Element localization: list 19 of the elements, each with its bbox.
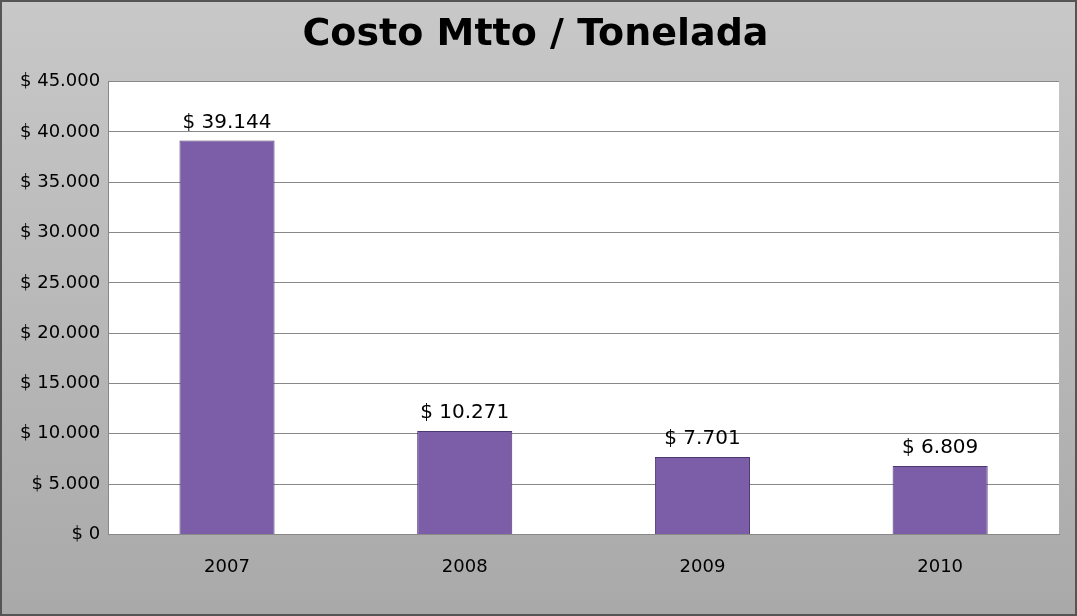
- y-tick-label: $ 30.000: [20, 220, 101, 242]
- y-tick-label: $ 20.000: [20, 320, 101, 342]
- chart-title: Costo Mtto / Tonelada: [302, 9, 769, 54]
- y-tick-label: $ 0: [71, 522, 101, 544]
- y-tick-label: $ 40.000: [20, 119, 101, 141]
- y-tick-label: $ 10.000: [20, 421, 101, 443]
- y-tick-label: $ 45.000: [20, 69, 101, 91]
- x-tick-label: 2009: [679, 554, 726, 576]
- x-tick-label: 2010: [917, 554, 964, 576]
- x-tick-label: 2007: [204, 554, 250, 576]
- x-tick-label: 2008: [441, 554, 488, 576]
- y-tick-label: $ 15.000: [20, 371, 101, 393]
- data-label: $ 10.271: [420, 399, 510, 424]
- y-tick-label: $ 35.000: [20, 169, 101, 191]
- data-label: $ 39.144: [182, 108, 272, 133]
- data-label: $ 7.701: [664, 425, 741, 450]
- data-label: $ 6.809: [901, 434, 979, 459]
- y-tick-label: $ 5.000: [31, 471, 101, 493]
- y-tick-label: $ 25.000: [20, 270, 101, 292]
